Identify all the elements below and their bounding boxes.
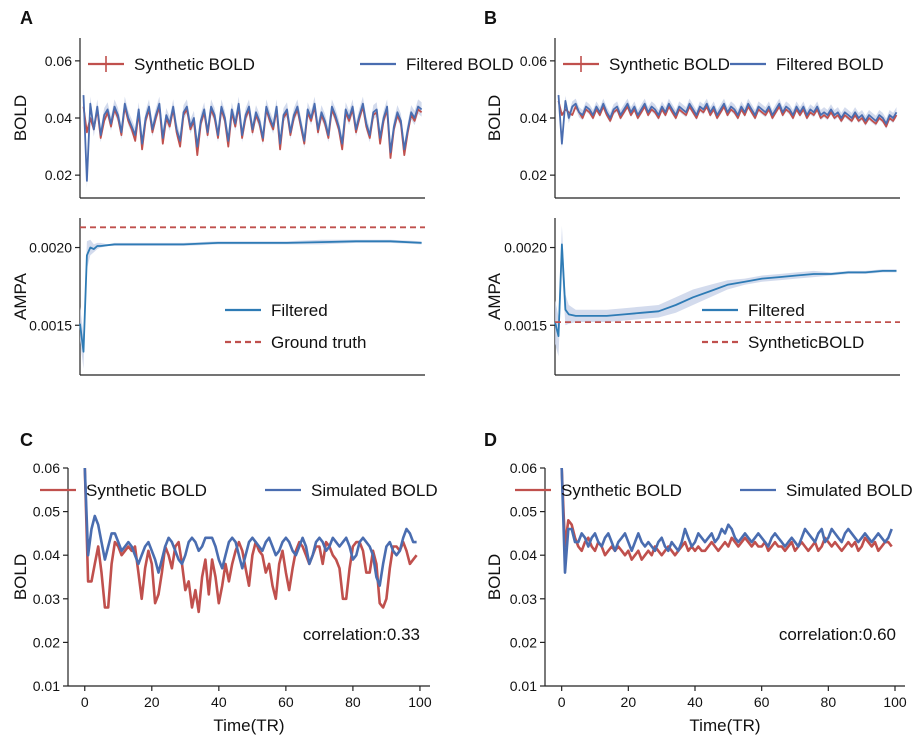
chart-d-xtick-label: 20 [621,694,637,710]
chart-c-ytick-label: 0.06 [33,460,60,476]
chart-b-top: 0.02 0.04 0.06 BOLD Synthetic BOLD Filtered B… [485,38,900,199]
chart-c-xtick-label: 100 [408,694,432,710]
chart-c-legend-label: Simulated BOLD [311,481,438,500]
chart-b-top-series-line [557,95,898,145]
chart-c-xtick-label: 80 [345,694,361,710]
panel-letter-b: B [484,8,497,28]
chart-d-legend-label: Synthetic BOLD [561,481,682,500]
chart-c-xtick-label: 20 [144,694,160,710]
chart-a-bottom-legend-label: Ground truth [271,333,366,352]
chart-d-xtick-label: 40 [687,694,703,710]
chart-b-top-ytick-label: 0.06 [520,53,547,69]
chart-d-xtick-label: 60 [754,694,770,710]
chart-a-top-ytick-label: 0.04 [45,110,72,126]
chart-c-ytick-label: 0.04 [33,547,60,563]
chart-a-bottom-ytick-label: 0.0020 [29,240,72,256]
chart-c-ytick-label: 0.01 [33,678,60,694]
chart-a-bottom-ylabel: AMPA [11,272,30,320]
chart-c-series-line [83,467,418,614]
chart-d-ytick-label: 0.01 [510,678,537,694]
chart-c-ytick-label: 0.05 [33,504,60,520]
chart-d: 0.01 0.02 0.03 0.04 0.05 0.06 0 20 40 60 80 100 BOLD… [485,460,913,735]
chart-b-top-series-line [557,100,898,128]
chart-b-bottom-ytick-label: 0.0015 [504,317,547,333]
chart-a-top-series-1-band [83,88,422,188]
chart-a-top: 0.02 0.04 0.06 BOLD Synthetic BOLD Filtered B… [11,38,514,199]
chart-a-top-legend-label: Synthetic BOLD [134,55,255,74]
chart-c-ylabel: BOLD [11,554,30,600]
chart-a-top-ytick-label: 0.06 [45,53,72,69]
chart-a-top-legend-label: Filtered BOLD [406,55,514,74]
chart-a-top-ytick-label: 0.02 [45,167,72,183]
chart-c-xlabel: Time(TR) [213,716,284,735]
chart-a-top-ylabel: BOLD [11,95,30,141]
chart-d-legend-label: Simulated BOLD [786,481,913,500]
chart-a-bottom-series-line [79,240,422,353]
chart-a-bottom-series-0-band [80,239,422,369]
chart-d-ytick-label: 0.03 [510,591,537,607]
chart-c-ytick-label: 0.03 [33,591,60,607]
chart-a-top-series-line [82,95,423,182]
chart-c-xtick-label: 40 [211,694,227,710]
chart-c-series-line [83,467,417,587]
chart-d-series-line [560,467,893,574]
chart-b-bottom-legend-label: Filtered [748,301,805,320]
panel-letter-c: C [20,430,33,450]
chart-c-annotation: correlation:0.33 [303,625,420,644]
panel-letter-d: D [484,430,497,450]
chart-d-xtick-label: 0 [558,694,566,710]
chart-b-bottom-ytick-label: 0.0020 [504,240,547,256]
chart-b-top-ylabel: BOLD [485,95,504,141]
chart-d-ytick-label: 0.06 [510,460,537,476]
chart-b-bottom-legend-label: SyntheticBOLD [748,333,864,352]
chart-b-top-series-1-band [558,90,897,149]
chart-d-xtick-label: 100 [883,694,907,710]
chart-b-top-ytick-label: 0.02 [520,167,547,183]
chart-a-bottom: 0.0015 0.0020 AMPA Filtered Ground truth [11,218,425,376]
chart-b-top-legend-label: Synthetic BOLD [609,55,730,74]
chart-b-bottom-series-line [554,243,897,337]
chart-b-top-legend-label: Filtered BOLD [776,55,884,74]
chart-a-bottom-ytick-label: 0.0015 [29,317,72,333]
chart-d-ytick-label: 0.02 [510,634,537,650]
panel-letter-a: A [20,8,33,28]
chart-d-ytick-label: 0.04 [510,547,537,563]
chart-d-ylabel: BOLD [485,554,504,600]
chart-c: 0.01 0.02 0.03 0.04 0.05 0.06 0 20 40 60 80 100 BOLD… [11,460,438,735]
chart-c-legend-label: Synthetic BOLD [86,481,207,500]
chart-c-xtick-label: 0 [81,694,89,710]
chart-c-ytick-label: 0.02 [33,634,60,650]
chart-d-xtick-label: 80 [821,694,837,710]
chart-d-xlabel: Time(TR) [689,716,760,735]
chart-d-ytick-label: 0.05 [510,504,537,520]
chart-b-bottom-ylabel: AMPA [485,272,504,320]
chart-a-bottom-legend-label: Filtered [271,301,328,320]
chart-d-annotation: correlation:0.60 [779,625,896,644]
chart-b-top-ytick-label: 0.04 [520,110,547,126]
chart-c-xtick-label: 60 [278,694,294,710]
